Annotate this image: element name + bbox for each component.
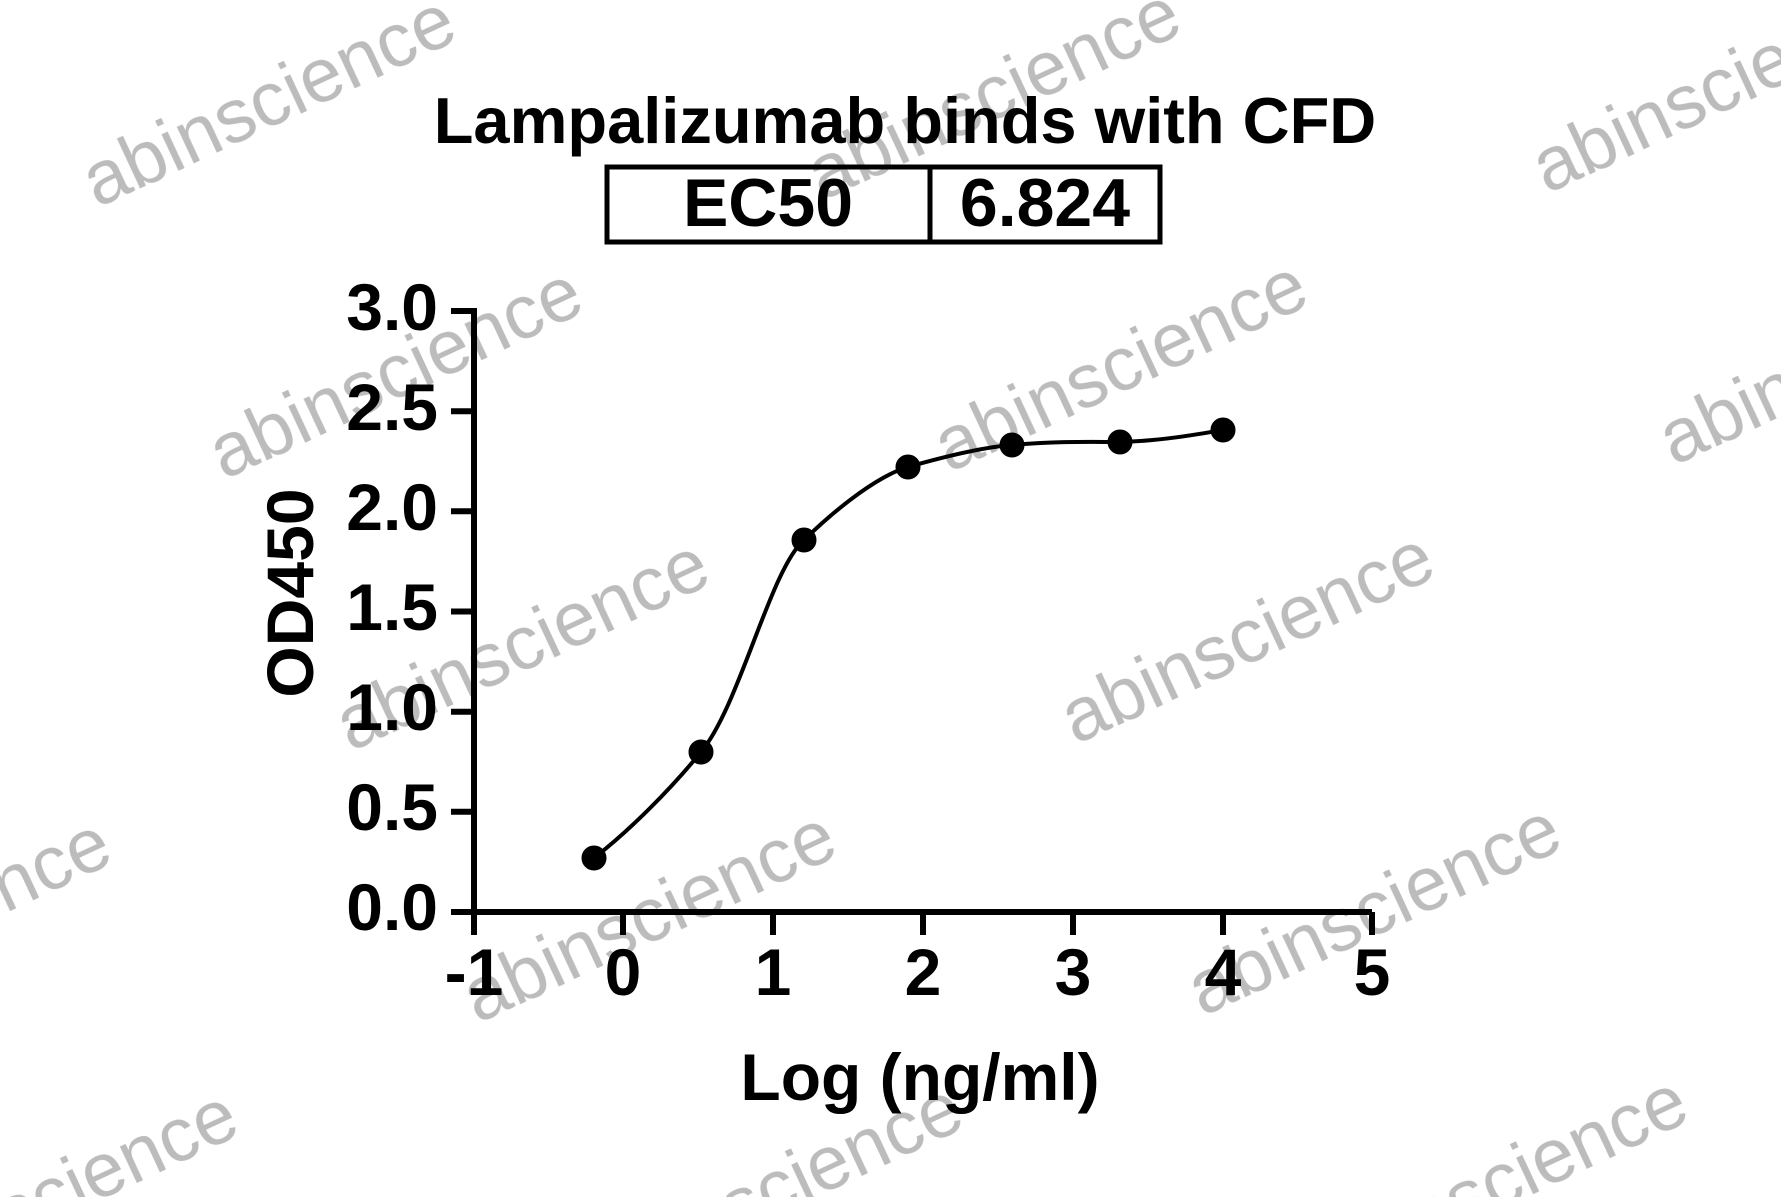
svg-text:6.824: 6.824 xyxy=(960,165,1130,241)
svg-text:0.0: 0.0 xyxy=(346,870,438,944)
svg-text:1: 1 xyxy=(755,935,792,1009)
svg-text:0: 0 xyxy=(605,935,642,1009)
svg-text:Lampalizumab binds with CFD: Lampalizumab binds with CFD xyxy=(434,84,1377,157)
svg-text:-1: -1 xyxy=(445,935,504,1009)
svg-text:3.0: 3.0 xyxy=(346,270,438,344)
svg-text:2.0: 2.0 xyxy=(346,470,438,544)
svg-text:0.5: 0.5 xyxy=(346,770,438,844)
svg-text:4: 4 xyxy=(1205,935,1242,1009)
svg-text:5: 5 xyxy=(1354,935,1391,1009)
svg-text:1.5: 1.5 xyxy=(346,570,438,644)
svg-text:3: 3 xyxy=(1055,935,1092,1009)
svg-text:EC50: EC50 xyxy=(683,165,853,241)
svg-text:1.0: 1.0 xyxy=(346,670,438,744)
svg-text:2: 2 xyxy=(905,935,942,1009)
svg-text:2.5: 2.5 xyxy=(346,370,438,444)
svg-text:OD450: OD450 xyxy=(253,488,327,697)
svg-text:Log (ng/ml): Log (ng/ml) xyxy=(740,1040,1099,1114)
